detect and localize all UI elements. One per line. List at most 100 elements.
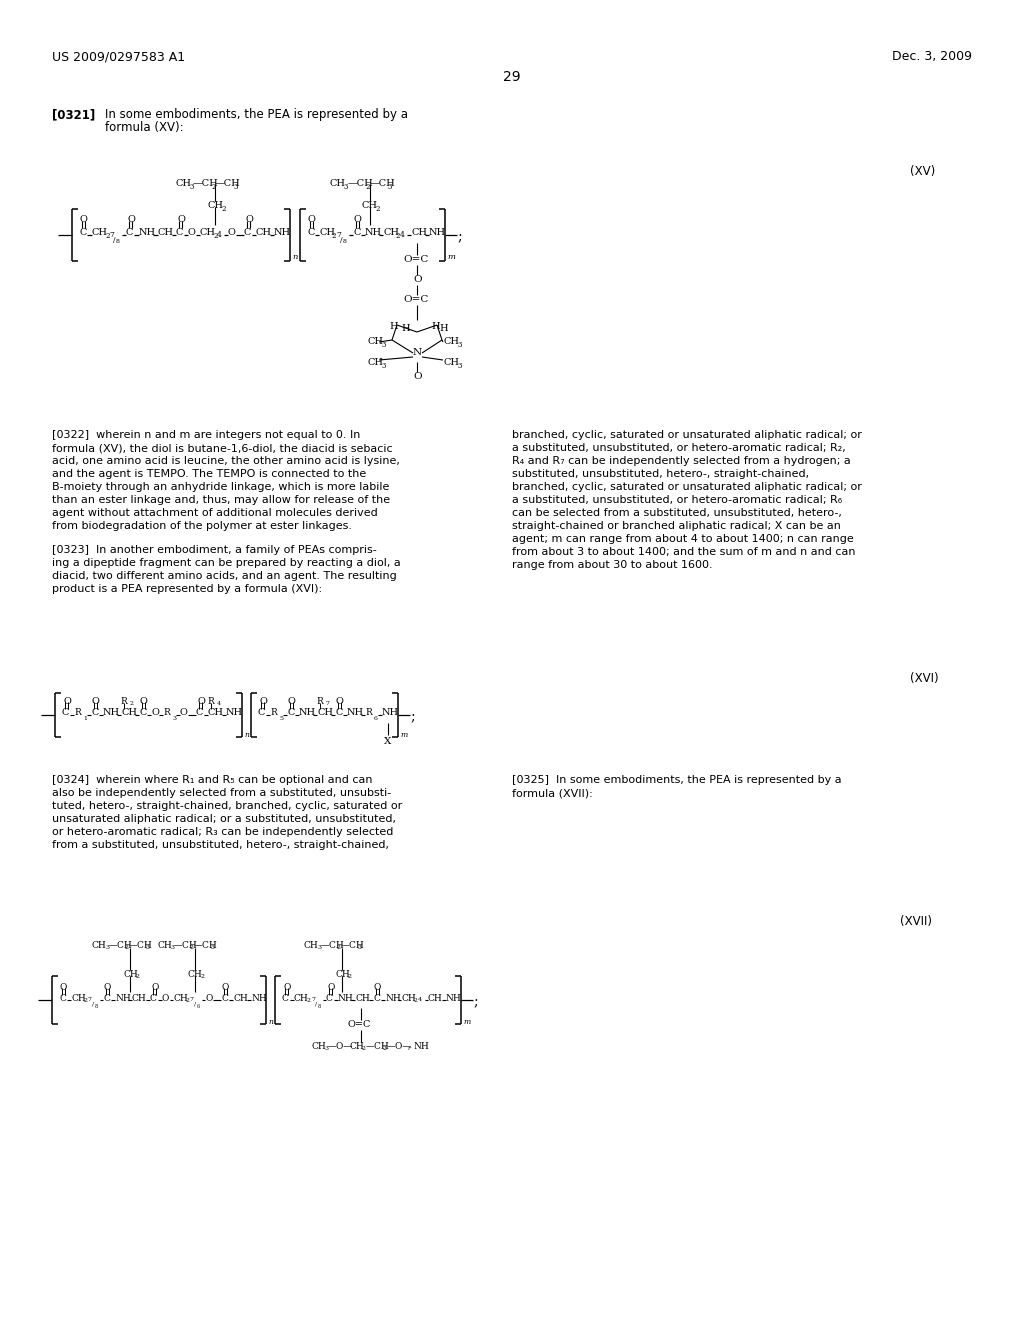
Text: CH: CH [335,970,350,979]
Text: O=C: O=C [403,255,428,264]
Text: 1: 1 [83,715,87,721]
Text: C: C [335,708,342,717]
Text: C: C [139,708,146,717]
Text: CH: CH [443,358,459,367]
Text: 8: 8 [343,239,347,244]
Text: 7: 7 [311,997,315,1002]
Text: —CH: —CH [341,941,365,950]
Text: —CH: —CH [215,180,241,187]
Text: N: N [413,348,422,356]
Text: O: O [283,983,291,993]
Text: C: C [353,228,360,238]
Text: H: H [431,322,439,331]
Text: C: C [307,228,314,238]
Text: 5: 5 [279,715,283,721]
Text: CH: CH [71,994,86,1003]
Text: O: O [104,983,112,993]
Text: 8: 8 [318,1005,322,1008]
Text: 2: 2 [307,998,311,1003]
Text: [0325]  In some embodiments, the PEA is represented by a
formula (XVII):: [0325] In some embodiments, the PEA is r… [512,775,842,799]
Text: 3: 3 [381,362,385,370]
Text: 7: 7 [109,231,114,239]
Text: 6: 6 [374,715,378,721]
Text: (XVI): (XVI) [910,672,939,685]
Text: —CH: —CH [174,941,198,950]
Text: NH: NH [226,708,243,717]
Text: O: O [80,215,88,224]
Text: 2: 2 [396,232,400,240]
Text: NH: NH [413,1041,429,1051]
Text: NH: NH [115,994,131,1003]
Text: CH: CH [317,708,333,717]
Text: 7: 7 [336,231,341,239]
Text: NH: NH [251,994,266,1003]
Text: O: O [413,372,422,381]
Text: O: O [127,215,135,224]
Text: m: m [400,731,408,739]
Text: 3: 3 [210,945,214,950]
Text: US 2009/0297583 A1: US 2009/0297583 A1 [52,50,185,63]
Text: CH: CH [311,1041,326,1051]
Text: O: O [259,697,267,706]
Text: ;: ; [410,710,415,723]
Text: O: O [205,994,212,1003]
Text: 7: 7 [88,997,92,1002]
Text: O: O [374,983,381,993]
Text: —CH: —CH [194,941,218,950]
Text: CH: CH [401,994,416,1003]
Text: In some embodiments, the PEA is represented by a: In some embodiments, the PEA is represen… [105,108,408,121]
Text: 3: 3 [388,183,392,191]
Text: CH: CH [123,970,138,979]
Text: /: / [315,1001,317,1006]
Text: —CH: —CH [370,180,395,187]
Text: 2: 2 [186,998,190,1003]
Text: 4: 4 [418,997,422,1002]
Text: r: r [408,1045,411,1051]
Text: branched, cyclic, saturated or unsaturated aliphatic radical; or
a substituted, : branched, cyclic, saturated or unsaturat… [512,430,862,570]
Text: /: / [194,1001,197,1006]
Text: CH: CH [304,941,318,950]
Text: CH: CH [256,228,272,238]
Text: C: C [91,708,98,717]
Text: ;: ; [457,230,462,244]
Text: 2: 2 [201,974,205,979]
Text: O: O [288,697,296,706]
Text: O: O [222,983,229,993]
Text: NH: NH [446,994,462,1003]
Text: 8: 8 [95,1005,98,1008]
Text: CH: CH [188,970,203,979]
Text: CH: CH [158,228,174,238]
Text: NH: NH [385,994,400,1003]
Text: C: C [244,228,251,238]
Text: C: C [59,994,66,1003]
Text: O=C: O=C [347,1020,371,1030]
Text: —CH: —CH [129,941,153,950]
Text: —CH: —CH [321,941,345,950]
Text: O: O [245,215,253,224]
Text: C: C [258,708,265,717]
Text: O: O [151,983,159,993]
Text: —CH: —CH [366,1041,390,1051]
Text: 2: 2 [376,205,381,213]
Text: m: m [447,253,455,261]
Text: R: R [163,708,170,717]
Text: CH: CH [207,201,223,210]
Text: H: H [401,323,410,333]
Text: CH: CH [443,337,459,346]
Text: 3: 3 [170,945,174,950]
Text: C: C [221,994,228,1003]
Text: —CH: —CH [348,180,374,187]
Text: n: n [244,731,249,739]
Text: 7: 7 [190,997,194,1002]
Text: CH: CH [428,994,442,1003]
Text: 2: 2 [362,1045,366,1051]
Text: ;: ; [473,995,477,1008]
Text: CH: CH [294,994,309,1003]
Text: CH: CH [208,708,224,717]
Text: (XVII): (XVII) [900,915,932,928]
Text: H: H [439,323,447,333]
Text: CH: CH [157,941,172,950]
Text: NH: NH [347,708,365,717]
Text: 3: 3 [317,945,321,950]
Text: 2: 2 [383,1045,387,1051]
